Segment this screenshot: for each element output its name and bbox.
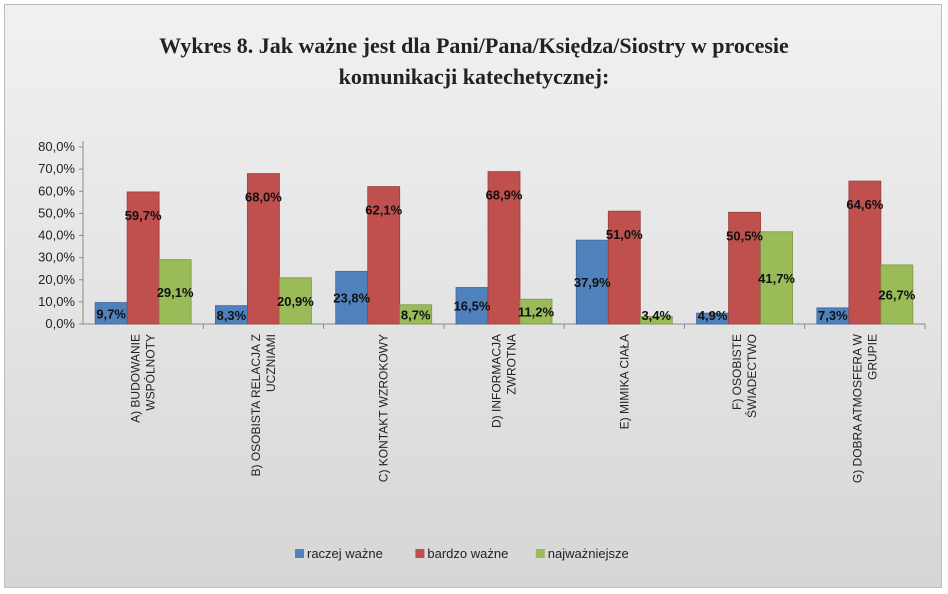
bar-3 (279, 277, 312, 325)
data-labels: 9,7% 59,7% 29,1% 8,3% 68,0% 20,9% 23,8% 62,1% 8,… (96, 188, 915, 323)
x-category-label: B) OSOBISTA RELACJA Z UCZNIAMI (249, 334, 278, 476)
data-label: 50,5% (726, 228, 763, 243)
bar-1 (455, 287, 489, 325)
data-label: 8,7% (401, 307, 431, 322)
bar-2 (126, 191, 160, 325)
chart-title-line: Wykres 8. Jak ważne jest dla Pani/Pana/K… (159, 33, 789, 58)
x-category-label: D) INFORMACJA ZWROTNA (490, 334, 519, 428)
bar-3 (399, 304, 433, 325)
x-category-line: GRUPIE (865, 334, 879, 380)
x-category-line: F) OSOBISTE (730, 334, 744, 410)
data-label: 62,1% (365, 203, 402, 218)
bar-3 (639, 316, 673, 325)
x-category-line: G) DOBRA ATMOSFERA W (850, 333, 864, 483)
data-label: 64,6% (846, 197, 883, 212)
bar-2 (487, 171, 521, 325)
data-label: 68,0% (245, 190, 282, 205)
x-category-label: F) OSOBISTE ŚWIADECTWO (730, 334, 759, 418)
bar-3 (519, 298, 553, 325)
data-label: 20,9% (277, 294, 314, 309)
data-label: 29,1% (157, 285, 194, 300)
data-label: 26,7% (878, 287, 915, 302)
data-label: 68,9% (486, 188, 523, 203)
chart-title-line: komunikacji katechetycznej: (339, 64, 610, 89)
bar-2 (367, 186, 401, 325)
x-category-line: ŚWIADECTWO (744, 334, 759, 418)
data-label: 41,7% (758, 271, 795, 286)
legend-label: najważniejsze (548, 546, 629, 561)
y-tick-label: 10,0% (38, 294, 75, 309)
y-tick-label: 0,0% (45, 316, 75, 331)
x-category-label: C) KONTAKT WZROKOWY (377, 334, 391, 482)
x-category-line: D) INFORMACJA (490, 334, 504, 428)
data-label: 59,7% (125, 208, 162, 223)
y-tick-label: 60,0% (38, 183, 75, 198)
x-category-line: A) BUDOWANIE (129, 334, 143, 423)
chart-frame: Wykres 8. Jak ważne jest dla Pani/Pana/K… (4, 4, 942, 588)
legend-swatch (535, 549, 545, 558)
bar-3 (880, 264, 914, 325)
data-label: 16,5% (454, 299, 491, 314)
bar-3 (158, 259, 192, 325)
legend-swatch (415, 549, 425, 558)
data-label: 3,4% (641, 308, 671, 323)
legend-label: raczej ważne (307, 546, 383, 561)
x-category-label: E) MIMIKA CIAŁA (617, 334, 631, 429)
y-axis: 0,0% 10,0% 20,0% 30,0% 40,0% 50,0% 60,0% 70,0% 8… (38, 139, 925, 331)
data-label: 23,8% (333, 291, 370, 306)
bar-chart: Wykres 8. Jak ważne jest dla Pani/Pana/K… (38, 33, 926, 561)
y-tick-label: 80,0% (38, 139, 75, 154)
x-category-label: A) BUDOWANIE WSPÓLNOTY (129, 334, 158, 423)
chart-title: Wykres 8. Jak ważne jest dla Pani/Pana/K… (159, 33, 789, 89)
x-category-line: UCZNIAMI (264, 334, 278, 392)
bar-2 (607, 210, 641, 325)
y-tick-label: 20,0% (38, 272, 75, 287)
data-label: 11,2% (518, 305, 555, 320)
bar-2 (848, 180, 882, 325)
y-tick-label: 70,0% (38, 161, 75, 176)
bar-3 (760, 231, 793, 325)
data-label: 8,3% (217, 308, 247, 323)
x-category-line: ZWROTNA (505, 334, 519, 395)
data-label: 4,9% (698, 308, 728, 323)
x-category-line: C) KONTAKT WZROKOWY (377, 334, 391, 482)
x-category-label: G) DOBRA ATMOSFERA W GRUPIE (850, 333, 879, 483)
legend: raczej ważne bardzo ważne najważniejsze (295, 546, 629, 561)
bar-1 (575, 239, 609, 325)
y-tick-label: 50,0% (38, 205, 75, 220)
x-category-line: WSPÓLNOTY (143, 334, 158, 411)
bar-1 (335, 270, 369, 325)
data-label: 51,0% (606, 227, 643, 242)
y-tick-label: 40,0% (38, 228, 75, 243)
x-axis-categories: A) BUDOWANIE WSPÓLNOTY B) OSOBISTA RELACJA… (129, 333, 880, 483)
bar-2 (247, 173, 280, 325)
x-category-line: E) MIMIKA CIAŁA (617, 334, 631, 429)
legend-label: bardzo ważne (427, 546, 508, 561)
data-label: 37,9% (574, 275, 611, 290)
x-category-line: B) OSOBISTA RELACJA Z (249, 334, 263, 476)
bars (94, 171, 926, 329)
data-label: 9,7% (96, 306, 126, 321)
legend-swatch (295, 549, 304, 558)
y-tick-label: 30,0% (38, 250, 75, 265)
data-label: 7,3% (818, 308, 848, 323)
